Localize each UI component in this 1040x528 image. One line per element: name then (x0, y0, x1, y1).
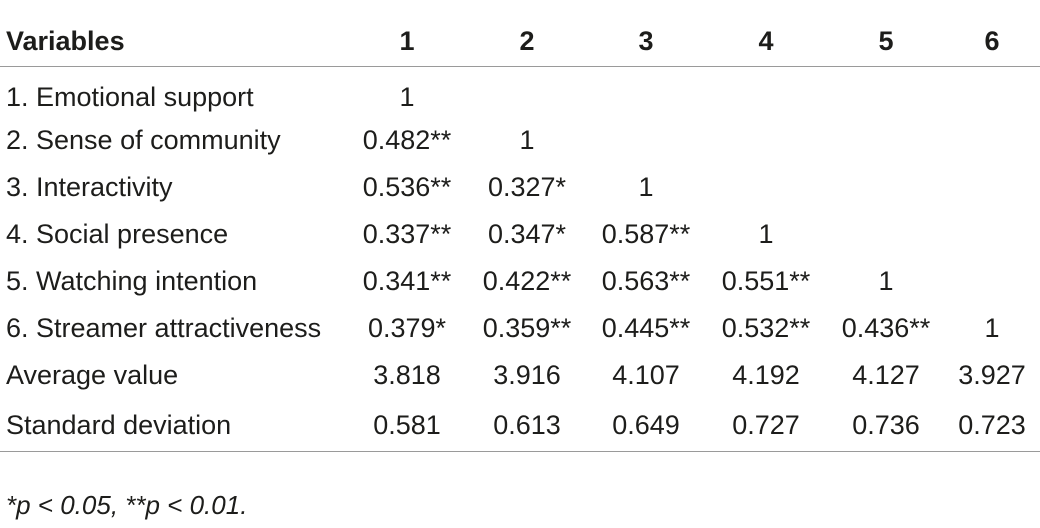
table-cell (944, 67, 1040, 118)
table-cell: 1 (638, 172, 654, 202)
table-cell: 3.927 (958, 360, 1026, 390)
table-cell (828, 117, 944, 164)
table-cell (828, 164, 944, 211)
table-row: Average value 3.818 3.916 4.107 4.192 4.… (0, 352, 1040, 399)
table-cell (704, 117, 828, 164)
table-header-row: Variables 1 2 3 4 5 6 (0, 16, 1040, 67)
table-cell: 0.587** (601, 219, 691, 249)
table-cell: 4.107 (612, 360, 680, 390)
table-cell (944, 258, 1040, 305)
table-cell (944, 164, 1040, 211)
row-label: 1. Emotional support (6, 81, 254, 112)
table-row: 6. Streamer attractiveness 0.379* 0.359*… (0, 305, 1040, 352)
table-cell (944, 211, 1040, 258)
header-cell: 1 (348, 16, 466, 67)
table-cell (944, 117, 1040, 164)
table-cell: 0.727 (704, 399, 828, 452)
table-cell (828, 67, 944, 118)
table-row: 4. Social presence 0.337** 0.347* 0.587*… (0, 211, 1040, 258)
table-cell (704, 164, 828, 211)
table-row: Standard deviation 0.581 0.613 0.649 0.7… (0, 399, 1040, 452)
table-row: 5. Watching intention 0.341** 0.422** 0.… (0, 258, 1040, 305)
table-row: 3. Interactivity 0.536** 0.327* 1 (0, 164, 1040, 211)
table-cell: 0.436** (841, 313, 931, 343)
table-row: 1. Emotional support 1 (0, 67, 1040, 118)
table-cell (704, 67, 828, 118)
table-cell: 0.536** (362, 172, 452, 202)
table-cell: 0.359** (482, 313, 572, 343)
header-cell: 2 (466, 16, 588, 67)
table-cell (466, 67, 588, 118)
table-cell: 0.337** (362, 219, 452, 249)
table-cell: 0.379* (367, 313, 447, 343)
table-cell: 4.127 (852, 360, 920, 390)
row-label: Average value (6, 360, 179, 390)
table-cell: 0.563** (601, 266, 691, 296)
header-cell: 4 (704, 16, 828, 67)
table-footnote: *p < 0.05, **p < 0.01. (6, 490, 248, 520)
row-label: 6. Streamer attractiveness (6, 313, 322, 343)
table-cell (588, 117, 704, 164)
table-cell: 0.422** (482, 266, 572, 296)
table-cell (828, 211, 944, 258)
row-label: 5. Watching intention (6, 266, 258, 296)
header-cell: 3 (588, 16, 704, 67)
header-cell: Variables (0, 16, 348, 67)
header-cell: 5 (828, 16, 944, 67)
table-cell (588, 67, 704, 118)
row-label: 2. Sense of community (6, 125, 281, 155)
table-cell: 1 (878, 266, 894, 296)
table-cell: 1 (399, 81, 415, 112)
row-label: Standard deviation (0, 399, 348, 452)
table-cell: 1 (519, 125, 535, 155)
header-cell: 6 (944, 16, 1040, 67)
table-cell: 1 (758, 219, 774, 249)
table-cell: 0.445** (601, 313, 691, 343)
row-label: 4. Social presence (6, 219, 229, 249)
table-cell: 0.551** (721, 266, 811, 296)
correlation-table: Variables 1 2 3 4 5 6 1. Emotional suppo… (0, 16, 1040, 452)
table-cell: 1 (984, 313, 1000, 343)
table-cell: 0.723 (944, 399, 1040, 452)
table-cell: 4.192 (732, 360, 800, 390)
table-cell: 0.327* (487, 172, 567, 202)
table-cell: 0.581 (348, 399, 466, 452)
row-label: 3. Interactivity (6, 172, 173, 202)
table-cell: 3.916 (493, 360, 561, 390)
table-cell: 0.736 (828, 399, 944, 452)
table-cell: 3.818 (373, 360, 441, 390)
table-cell: 0.341** (362, 266, 452, 296)
table-cell: 0.613 (466, 399, 588, 452)
table-row: 2. Sense of community 0.482** 1 (0, 117, 1040, 164)
table-cell: 0.347* (487, 219, 567, 249)
table-cell: 0.532** (721, 313, 811, 343)
table-cell: 0.649 (588, 399, 704, 452)
table-cell: 0.482** (362, 125, 452, 155)
